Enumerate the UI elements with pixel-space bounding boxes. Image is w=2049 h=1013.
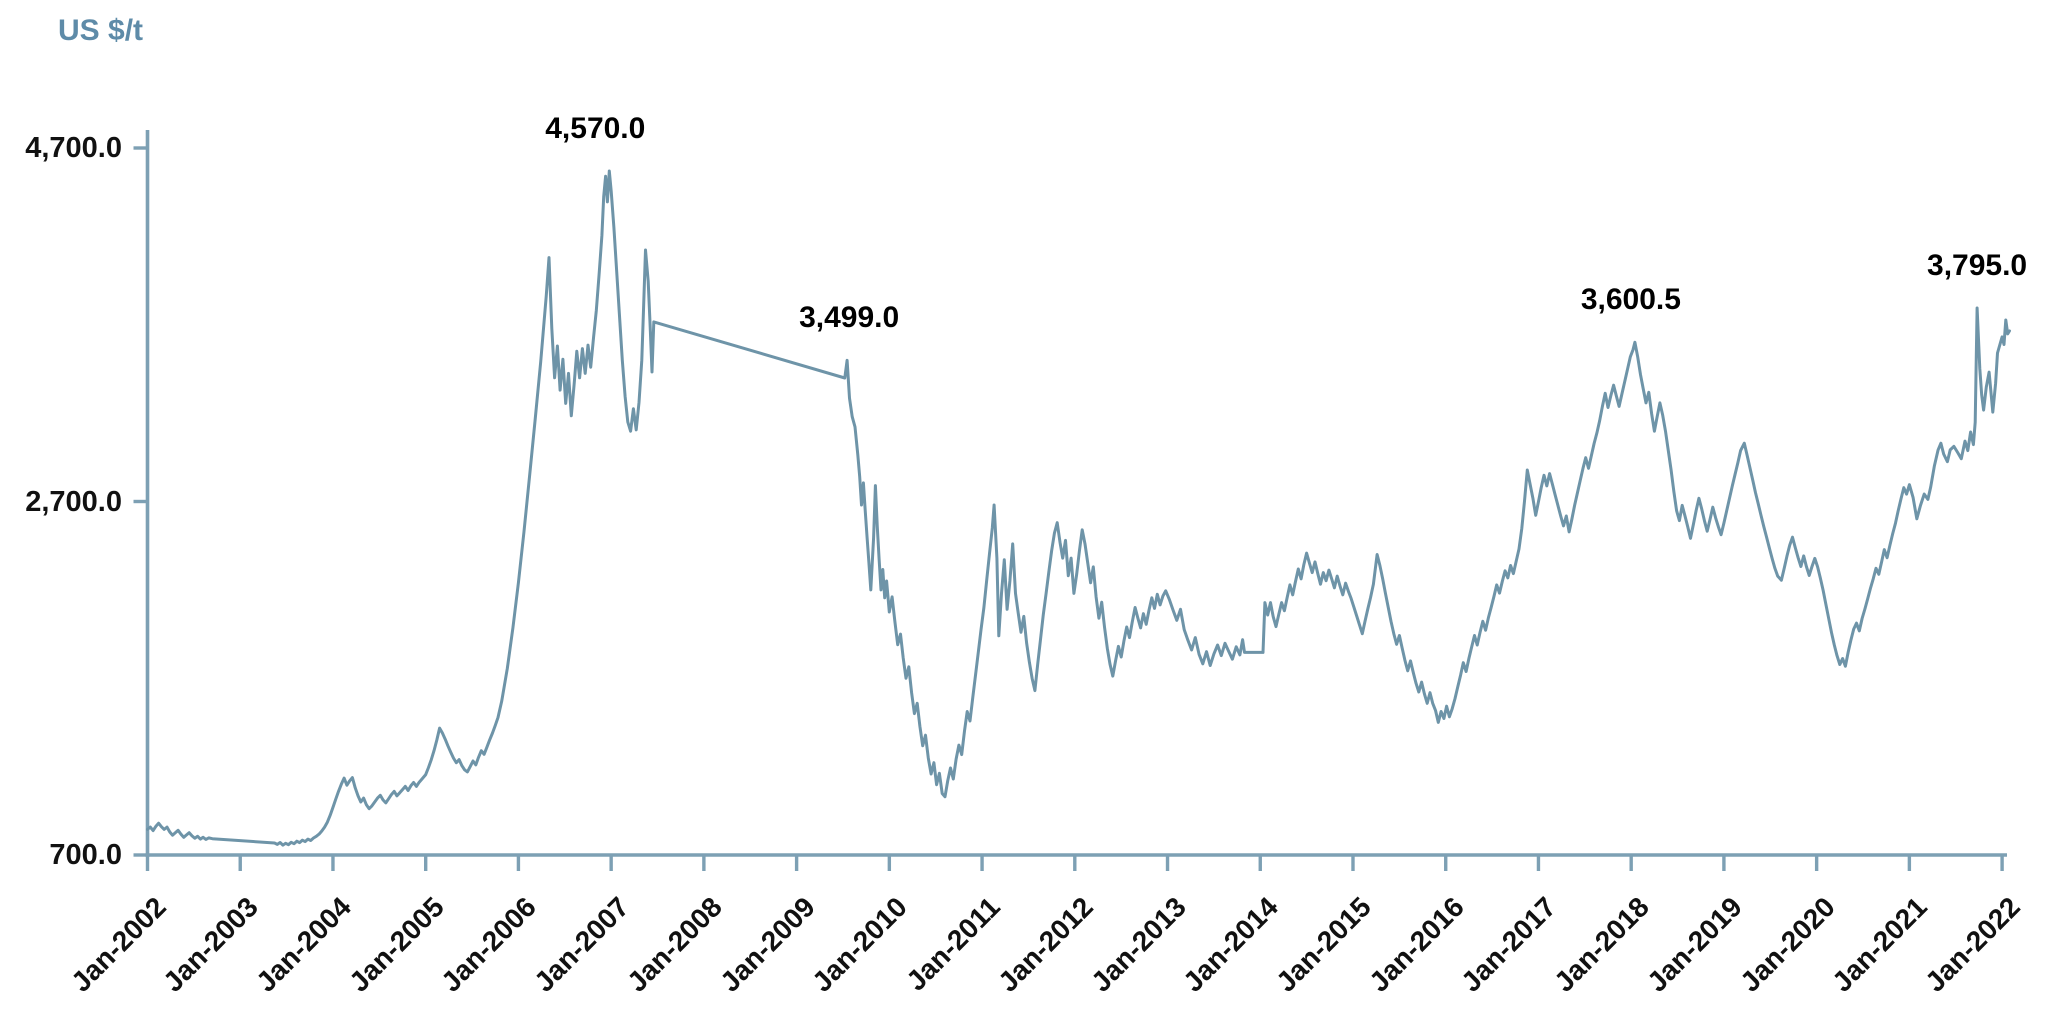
price-series-line [146, 169, 2011, 847]
y-axis-title: US $/t [58, 14, 144, 47]
annotation-peak-2006: 4,570.0 [545, 111, 646, 145]
y-tick-label-2700: 2,700.0 [25, 485, 122, 518]
annotation-peak-2009: 3,499.0 [799, 301, 900, 335]
y-tick-label-4700: 4,700.0 [25, 132, 122, 164]
y-tick-label-700: 700.0 [49, 839, 122, 871]
annotation-peak-2018: 3,600.5 [1580, 283, 1681, 317]
annotation-peak-2021: 3,795.0 [1927, 248, 2028, 282]
